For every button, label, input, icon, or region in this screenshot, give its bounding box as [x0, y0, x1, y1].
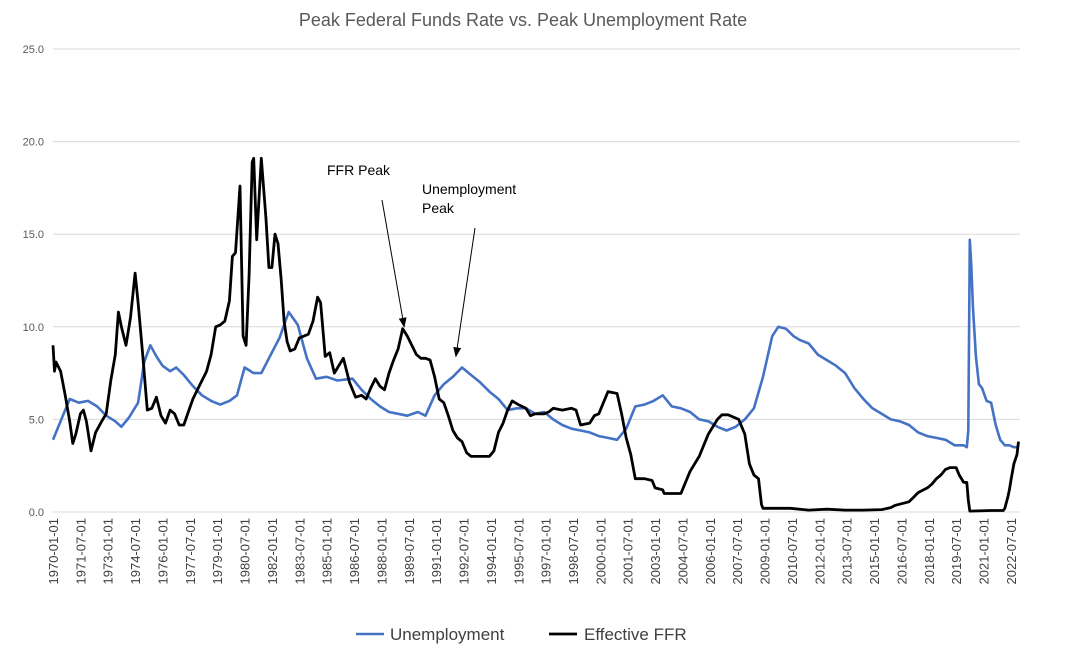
x-tick-label: 2019-07-01: [949, 518, 964, 585]
series-line-unemployment: [51, 238, 1019, 449]
x-tick-label: 1974-07-01: [128, 518, 143, 585]
y-tick-label: 0.0: [29, 507, 44, 519]
x-tick-label: 2003-01-01: [648, 518, 663, 585]
x-tick-label: 2013-07-01: [840, 518, 855, 585]
x-tick-label: 1976-01-01: [156, 518, 171, 585]
y-tick-label: 5.0: [29, 414, 44, 426]
x-tick-label: 1991-01-01: [429, 518, 444, 585]
x-tick-label: 2001-07-01: [621, 518, 636, 585]
x-tick-label: 2022-07-01: [1004, 518, 1019, 585]
y-tick-label: 15.0: [23, 229, 44, 241]
y-axis-ticks: 0.0 5.0 10.0 15.0 20.0 25.0: [23, 44, 44, 519]
legend-label: Unemployment: [390, 625, 505, 644]
annotations: FFR Peak Unemployment Peak: [327, 162, 516, 358]
chart-title: Peak Federal Funds Rate vs. Peak Unemplo…: [299, 10, 747, 30]
gridlines: [53, 48, 1020, 513]
x-tick-label: 1994-01-01: [484, 518, 499, 585]
annotation-label: Unemployment Peak: [422, 181, 516, 216]
x-tick-label: 1973-01-01: [101, 518, 116, 585]
x-tick-label: 2018-01-01: [922, 518, 937, 585]
x-tick-label: 1979-01-01: [210, 518, 225, 585]
legend-label: Effective FFR: [584, 625, 687, 644]
x-tick-label: 2010-07-01: [785, 518, 800, 585]
x-tick-label: 2009-01-01: [758, 518, 773, 585]
x-tick-label: 1983-07-01: [292, 518, 307, 585]
y-tick-label: 10.0: [23, 322, 44, 334]
x-tick-label: 2021-01-01: [977, 518, 992, 585]
legend: Unemployment Effective FFR: [356, 625, 687, 644]
y-tick-label: 25.0: [23, 44, 44, 56]
annotation-arrow: [453, 227, 476, 358]
x-tick-label: 2004-07-01: [676, 518, 691, 585]
annotation-arrow: [381, 199, 407, 328]
annotation-label: FFR Peak: [327, 162, 391, 178]
x-axis-ticks: 1970-01-01 1971-07-01 1973-01-01 1974-07-01…: [46, 518, 1019, 585]
x-tick-label: 1995-07-01: [511, 518, 526, 585]
y-tick-label: 20.0: [23, 137, 44, 149]
x-tick-label: 2016-07-01: [894, 518, 909, 585]
x-tick-label: 1982-01-01: [265, 518, 280, 585]
x-tick-label: 1989-07-01: [402, 518, 417, 585]
x-tick-label: 2012-01-01: [812, 518, 827, 585]
x-tick-label: 1986-07-01: [347, 518, 362, 585]
x-tick-label: 1977-07-01: [183, 518, 198, 585]
x-tick-label: 1970-01-01: [46, 518, 61, 585]
x-tick-label: 1997-01-01: [539, 518, 554, 585]
x-tick-label: 1998-07-01: [566, 518, 581, 585]
x-tick-label: 1992-07-01: [457, 518, 472, 585]
series-line-effective-ffr: [51, 156, 1020, 513]
x-tick-label: 2007-07-01: [730, 518, 745, 585]
x-tick-label: 1971-07-01: [73, 518, 88, 585]
series-lines: [51, 156, 1020, 513]
x-tick-label: 1988-01-01: [374, 518, 389, 585]
x-tick-label: 1985-01-01: [320, 518, 335, 585]
x-tick-label: 1980-07-01: [238, 518, 253, 585]
x-tick-label: 2015-01-01: [867, 518, 882, 585]
x-tick-label: 2000-01-01: [593, 518, 608, 585]
x-tick-label: 2006-01-01: [703, 518, 718, 585]
